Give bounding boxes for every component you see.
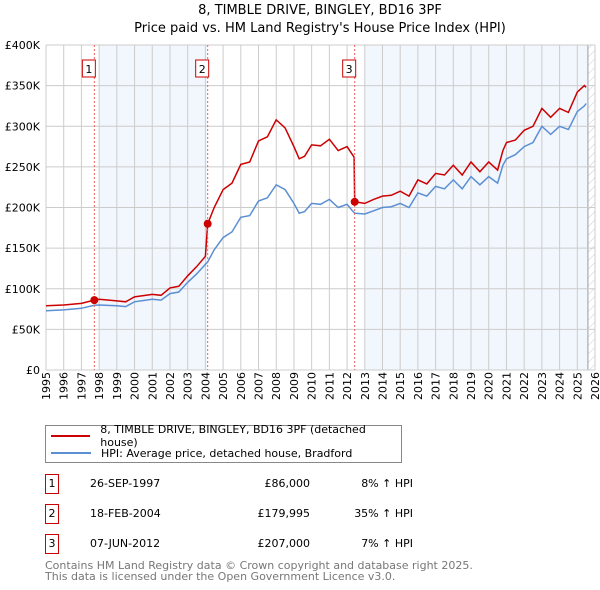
sale-hpi-diff: 7% ↑ HPI: [361, 537, 413, 550]
hpi-series-line: [45, 103, 587, 312]
x-tick-label: 1999: [111, 372, 124, 400]
x-tick-label: 2005: [217, 372, 230, 400]
y-tick-label: £200K: [5, 202, 41, 215]
sale-badge: 1: [45, 474, 59, 494]
x-tick-label: 2010: [306, 372, 319, 400]
chart-title: 8, TIMBLE DRIVE, BINGLEY, BD16 3PF: [198, 3, 442, 18]
x-tick-label: 2017: [430, 372, 443, 400]
x-tick-label: 1996: [58, 372, 71, 400]
sale-row: 2 18-FEB-2004 £179,995 35% ↑ HPI: [45, 504, 465, 524]
legend-swatch-hpi: [51, 452, 91, 454]
x-tick-label: 2020: [483, 372, 496, 400]
x-tick-label: 2014: [376, 372, 389, 400]
sale-label: 3: [346, 63, 353, 76]
x-tick-label: 2007: [253, 372, 266, 400]
x-tick-label: 2012: [341, 372, 354, 400]
chart-subtitle: Price paid vs. HM Land Registry's House …: [134, 21, 506, 36]
y-tick-label: £100K: [5, 283, 41, 296]
footer-line-2: This data is licensed under the Open Gov…: [45, 570, 396, 583]
y-tick-label: £350K: [5, 80, 41, 93]
x-tick-label: 2003: [182, 372, 195, 400]
x-tick-label: 1997: [75, 372, 88, 400]
x-tick-label: 2019: [465, 372, 478, 400]
sale-label-box: [342, 59, 357, 78]
sale-date: 18-FEB-2004: [90, 507, 161, 520]
sale-row: 3 07-JUN-2012 £207,000 7% ↑ HPI: [45, 534, 465, 554]
y-tick-label: £50K: [12, 323, 41, 336]
y-tick-label: £400K: [5, 39, 41, 52]
sale-price: £207,000: [257, 537, 311, 550]
sale-price: £179,995: [257, 507, 311, 520]
x-tick-label: 2022: [518, 372, 531, 400]
sale-badge: 3: [45, 534, 59, 554]
footer-attribution: Contains HM Land Registry data © Crown c…: [45, 560, 473, 582]
y-tick-label: £150K: [5, 242, 41, 255]
x-tick-label: 2015: [394, 372, 407, 400]
sale-label-box: [81, 59, 96, 78]
sale-point: [90, 296, 99, 305]
legend-label-hpi: HPI: Average price, detached house, Brad…: [101, 446, 353, 460]
x-tick-label: 1998: [93, 372, 106, 400]
x-tick-label: 2026: [589, 372, 600, 400]
sale-point: [350, 197, 359, 206]
y-tick-label: £300K: [5, 120, 41, 133]
sale-price: £86,000: [264, 477, 311, 490]
sale-label-box: [195, 59, 210, 78]
sale-badge: 2: [45, 504, 59, 524]
sale-point: [203, 219, 212, 228]
x-tick-label: 2009: [288, 372, 301, 400]
sale-row: 1 26-SEP-1997 £86,000 8% ↑ HPI: [45, 474, 465, 494]
legend-item-hpi: HPI: Average price, detached house, Brad…: [46, 445, 352, 461]
x-tick-label: 2013: [359, 372, 372, 400]
x-tick-label: 2004: [199, 372, 212, 400]
x-tick-label: 2024: [554, 372, 567, 400]
sale-label: 1: [85, 63, 92, 76]
legend-item-property: 8, TIMBLE DRIVE, BINGLEY, BD16 3PF (deta…: [46, 423, 401, 449]
x-tick-label: 2001: [146, 372, 159, 400]
legend-label-property: 8, TIMBLE DRIVE, BINGLEY, BD16 3PF (deta…: [100, 423, 366, 449]
price-chart: 1995 1996 1997 1998 1999 2000 2001 2002 2003 2004…: [5, 39, 600, 400]
y-tick-label: £250K: [5, 161, 41, 174]
x-tick-label: 2023: [536, 372, 549, 400]
sale-label: 2: [199, 63, 206, 76]
sale-date: 07-JUN-2012: [90, 537, 161, 550]
sale-hpi-diff: 8% ↑ HPI: [361, 477, 413, 490]
x-tick-label: 2018: [447, 372, 460, 400]
x-tick-label: 2008: [270, 372, 283, 400]
x-tick-label: 2006: [235, 372, 248, 400]
y-tick-label: £0: [26, 364, 40, 377]
x-tick-label: 1995: [40, 372, 53, 400]
x-tick-label: 2021: [500, 372, 513, 400]
x-tick-label: 2011: [323, 372, 336, 400]
legend-swatch-property: [51, 435, 91, 437]
x-tick-label: 2002: [164, 372, 177, 400]
chart-legend: 8, TIMBLE DRIVE, BINGLEY, BD16 3PF (deta…: [45, 423, 402, 463]
footer-line-1: Contains HM Land Registry data © Crown c…: [45, 559, 473, 572]
property-series-line: [45, 84, 587, 307]
x-tick-label: 2025: [571, 372, 584, 400]
x-tick-label: 2016: [412, 372, 425, 400]
sale-hpi-diff: 35% ↑ HPI: [354, 507, 413, 520]
x-tick-label: 2000: [129, 372, 142, 400]
sale-date: 26-SEP-1997: [90, 477, 161, 490]
